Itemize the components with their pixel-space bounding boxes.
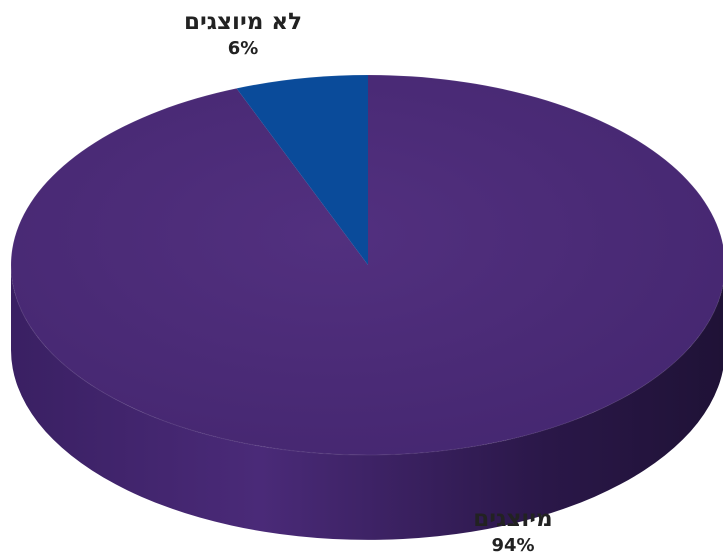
- pie-side-wall: [11, 265, 723, 540]
- slice-name-not-represented: לא מיוצגים: [183, 9, 303, 35]
- pie-rim: [10, 74, 723, 456]
- pie-slice-represented: [11, 75, 723, 455]
- slice-label-represented: מיוצגים 94%: [438, 506, 588, 557]
- slice-value-not-represented: 6%: [227, 38, 259, 60]
- pie-slice-not-represented: [236, 75, 368, 265]
- slice-label-not-represented: לא מיוצגים 6%: [168, 9, 318, 60]
- slice-name-represented: מיוצגים: [473, 506, 553, 532]
- slice-value-represented: 94%: [491, 535, 535, 557]
